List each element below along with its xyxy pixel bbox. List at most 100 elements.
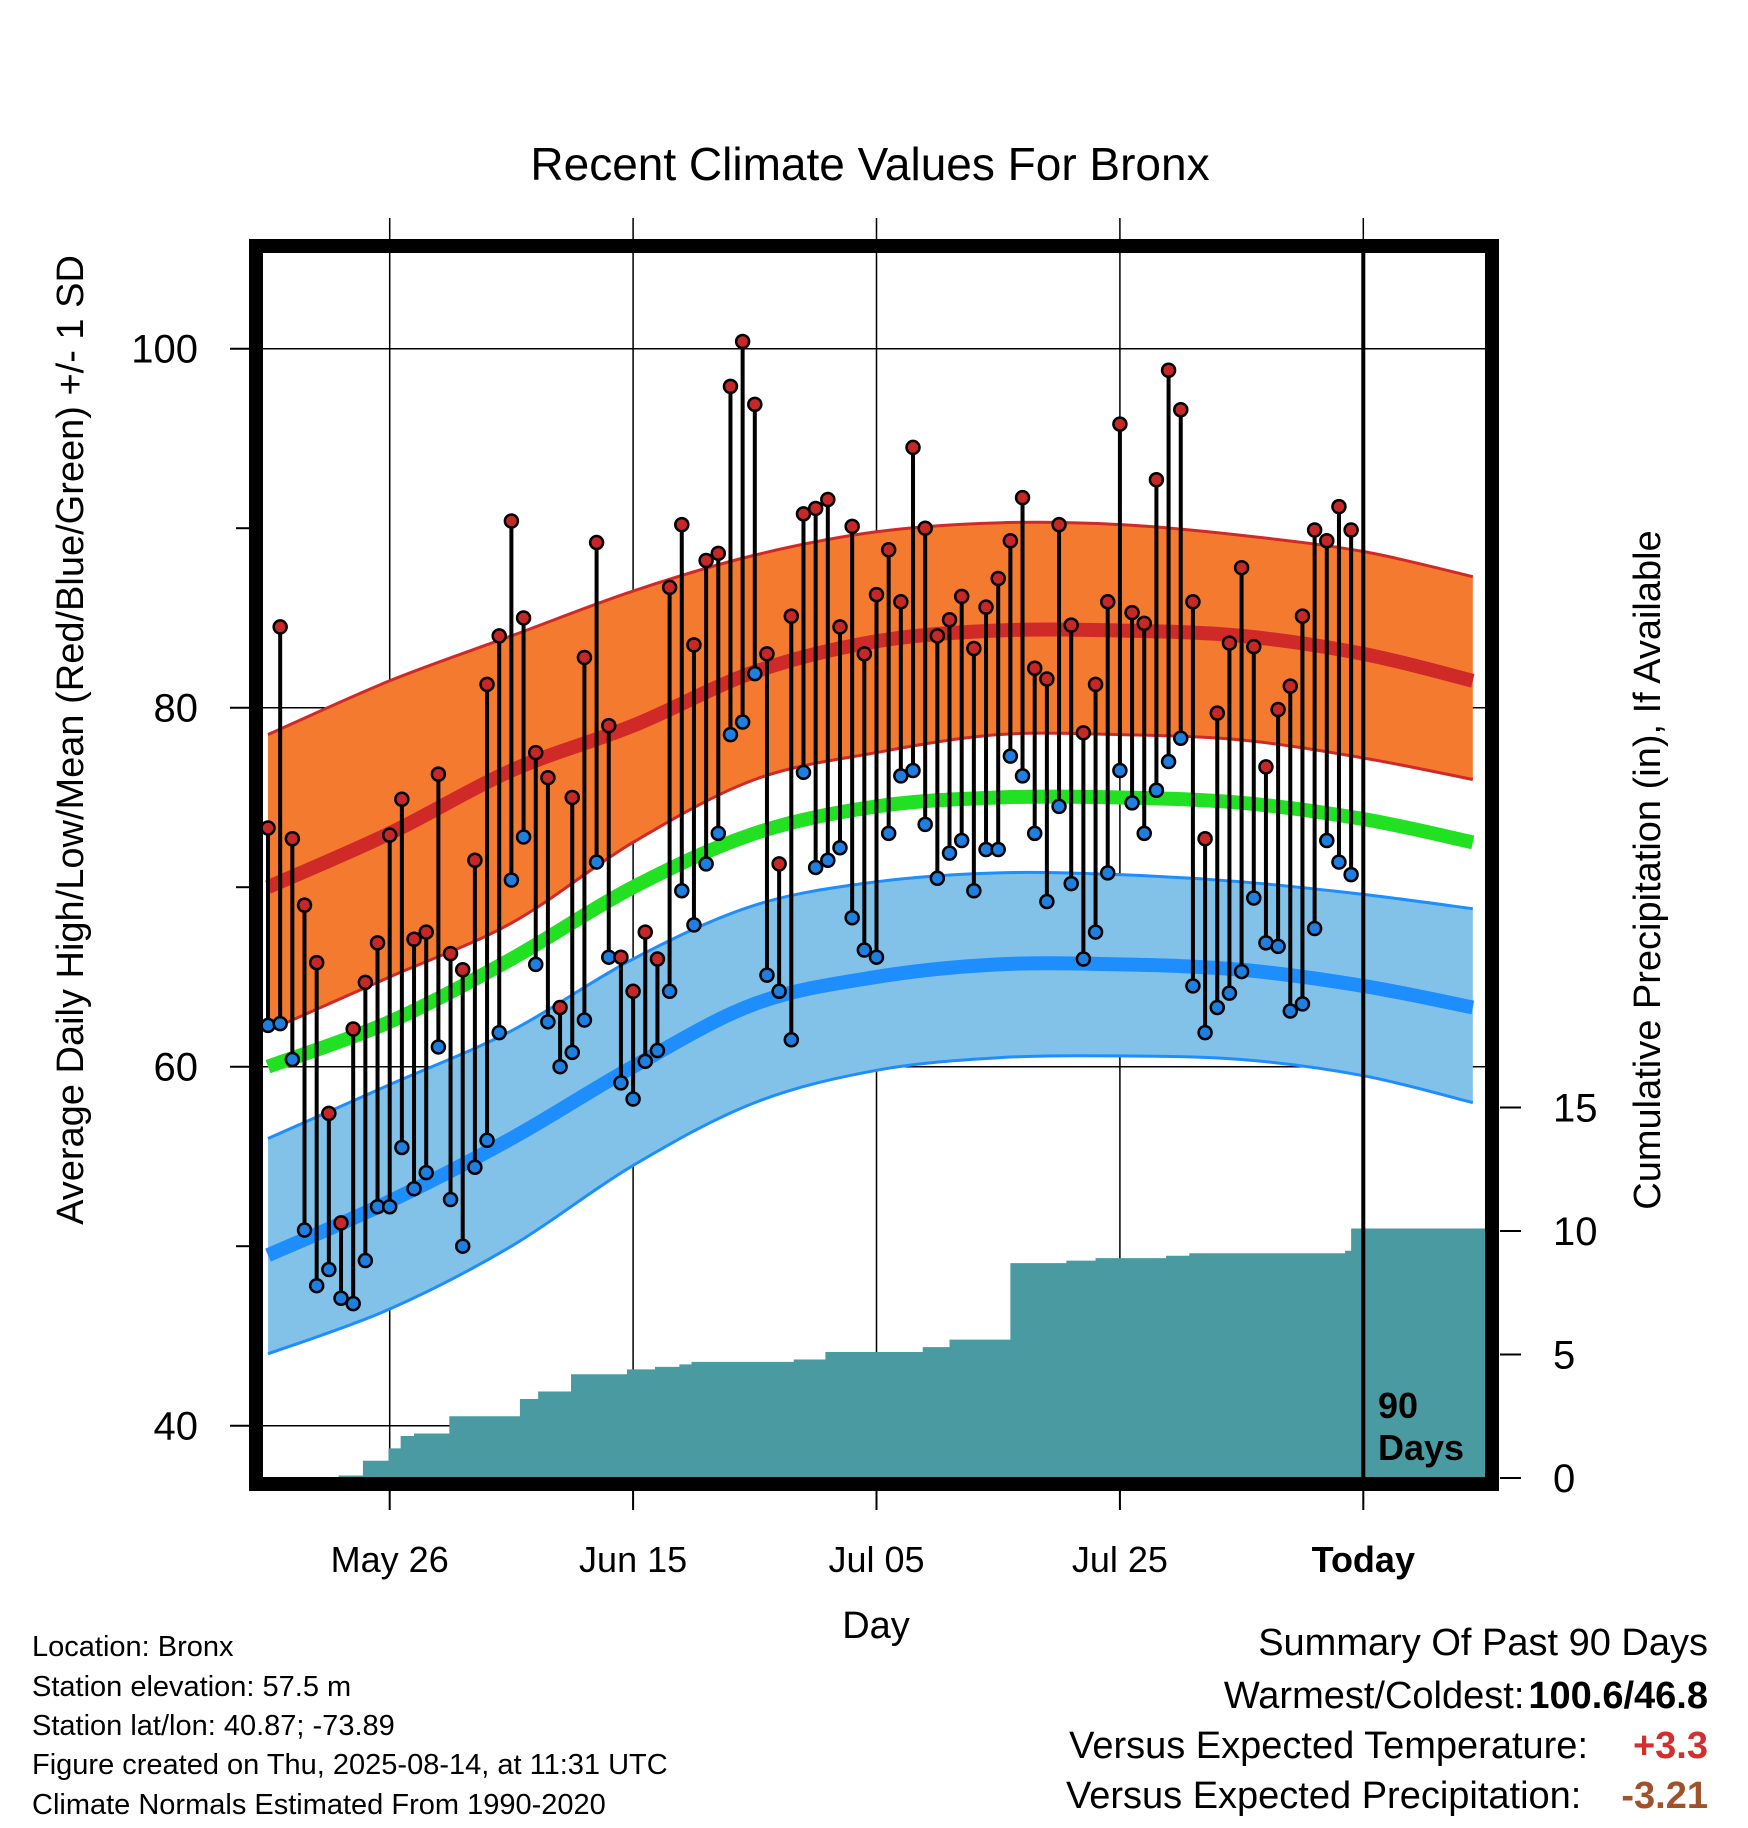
- daily-low-point: [1051, 798, 1067, 815]
- daily-low-point: [1221, 985, 1238, 1001]
- daily-low-point: [1270, 938, 1286, 955]
- summary-temp-label: Versus Expected Temperature:: [1069, 1725, 1588, 1767]
- daily-low-point: [1148, 782, 1165, 799]
- daily-high-point: [698, 552, 714, 569]
- daily-low-point: [260, 1017, 276, 1034]
- daily-low-point: [880, 825, 897, 842]
- daily-low-point: [990, 841, 1006, 858]
- daily-high-point: [406, 931, 422, 948]
- daily-low-point: [454, 1238, 471, 1254]
- daily-high-point: [917, 520, 933, 536]
- daily-high-point: [394, 791, 410, 807]
- daily-high-point: [1075, 725, 1092, 741]
- daily-high-point: [844, 518, 860, 535]
- daily-high-point: [479, 676, 495, 693]
- daily-high-point: [783, 608, 800, 624]
- daily-high-point: [1124, 604, 1140, 621]
- daily-high-point: [941, 611, 958, 628]
- daily-low-point: [734, 714, 751, 730]
- daily-low-point: [953, 832, 970, 849]
- daily-high-point: [1099, 594, 1116, 610]
- daily-low-point: [661, 983, 678, 1000]
- daily-high-point: [978, 599, 994, 615]
- today-label-days: Days: [1378, 1427, 1464, 1468]
- summary-warm-cold-value: 100.6/46.8: [1528, 1675, 1708, 1717]
- summary-temperature: Versus Expected Temperature: +3.3: [1069, 1725, 1708, 1768]
- daily-low-point: [491, 1024, 507, 1041]
- daily-low-point: [686, 917, 702, 933]
- daily-high-point: [990, 570, 1006, 587]
- daily-low-point: [1075, 951, 1092, 967]
- daily-high-point: [601, 717, 617, 734]
- daily-high-point: [613, 949, 629, 965]
- daily-low-point: [576, 1012, 593, 1028]
- normal-high-sd-band-upper-edge: [267, 520, 1474, 736]
- daily-high-point: [1087, 676, 1104, 693]
- daily-high-point: [321, 1105, 337, 1122]
- daily-low-point: [783, 1032, 800, 1048]
- daily-high-point: [868, 586, 885, 603]
- daily-high-point: [953, 588, 970, 605]
- daily-low-point: [649, 1042, 666, 1059]
- info-normals: Climate Normals Estimated From 1990-2020: [32, 1789, 606, 1821]
- daily-high-point: [467, 852, 483, 869]
- daily-high-point: [1185, 594, 1201, 610]
- daily-low-point: [710, 825, 727, 842]
- daily-low-point: [1209, 999, 1226, 1016]
- daily-low-point: [430, 1039, 447, 1055]
- daily-low-point: [1124, 795, 1140, 811]
- daily-low-point: [941, 845, 958, 861]
- daily-high-point: [552, 999, 568, 1016]
- daily-high-point: [649, 951, 666, 967]
- daily-range-bars: [266, 341, 1354, 1304]
- daily-high-point: [820, 491, 836, 508]
- daily-high-point: [1258, 759, 1274, 775]
- daily-high-point: [357, 974, 374, 991]
- daily-low-point: [929, 870, 946, 886]
- daily-low-point: [1063, 875, 1079, 892]
- daily-high-point: [1173, 401, 1189, 418]
- daily-low-point: [674, 883, 690, 899]
- daily-high-point: [1136, 615, 1152, 632]
- normal-low-line: [265, 956, 1475, 1262]
- x-tick-label: Jul 25: [1072, 1539, 1168, 1580]
- daily-high-point: [734, 333, 751, 350]
- daily-low-point: [1136, 825, 1152, 842]
- daily-high-point: [1039, 671, 1055, 687]
- daily-low-point: [747, 665, 763, 682]
- daily-low-point: [1246, 890, 1262, 906]
- daily-high-point: [491, 628, 507, 644]
- daily-high-point: [661, 579, 678, 596]
- daily-low-point: [625, 1091, 641, 1107]
- summary-warm-cold: Warmest/Coldest: 100.6/46.8: [1224, 1675, 1708, 1718]
- daily-low-point: [479, 1132, 495, 1149]
- summary-precip-value: -3.21: [1621, 1775, 1708, 1817]
- daily-high-point: [1112, 416, 1128, 432]
- daily-low-point: [1294, 996, 1311, 1012]
- daily-high-point: [1014, 489, 1031, 506]
- plot-border: [249, 239, 1499, 1491]
- daily-high-point: [1026, 660, 1043, 676]
- daily-low-point: [394, 1139, 410, 1156]
- daily-low-point: [917, 816, 933, 833]
- daily-high-point: [454, 962, 471, 978]
- today-label-number: 90: [1378, 1385, 1418, 1426]
- daily-high-point: [807, 500, 824, 517]
- daily-high-point: [333, 1215, 349, 1231]
- daily-low-point: [345, 1295, 361, 1312]
- daily-high-point: [710, 545, 727, 562]
- daily-dots: [260, 333, 1359, 1312]
- daily-high-point: [369, 935, 386, 951]
- plot-frame: [249, 239, 1499, 1491]
- daily-low-point: [503, 872, 520, 888]
- info-location: Location: Bronx: [32, 1631, 234, 1663]
- info-created: Figure created on Thu, 2025-08-14, at 11…: [32, 1749, 668, 1781]
- daily-high-point: [1331, 498, 1347, 515]
- daily-low-point: [722, 726, 739, 743]
- daily-low-point: [1331, 854, 1347, 870]
- daily-low-point: [905, 762, 921, 779]
- daily-high-point: [442, 945, 459, 962]
- daily-high-point: [381, 827, 398, 843]
- daily-high-point: [1063, 617, 1079, 633]
